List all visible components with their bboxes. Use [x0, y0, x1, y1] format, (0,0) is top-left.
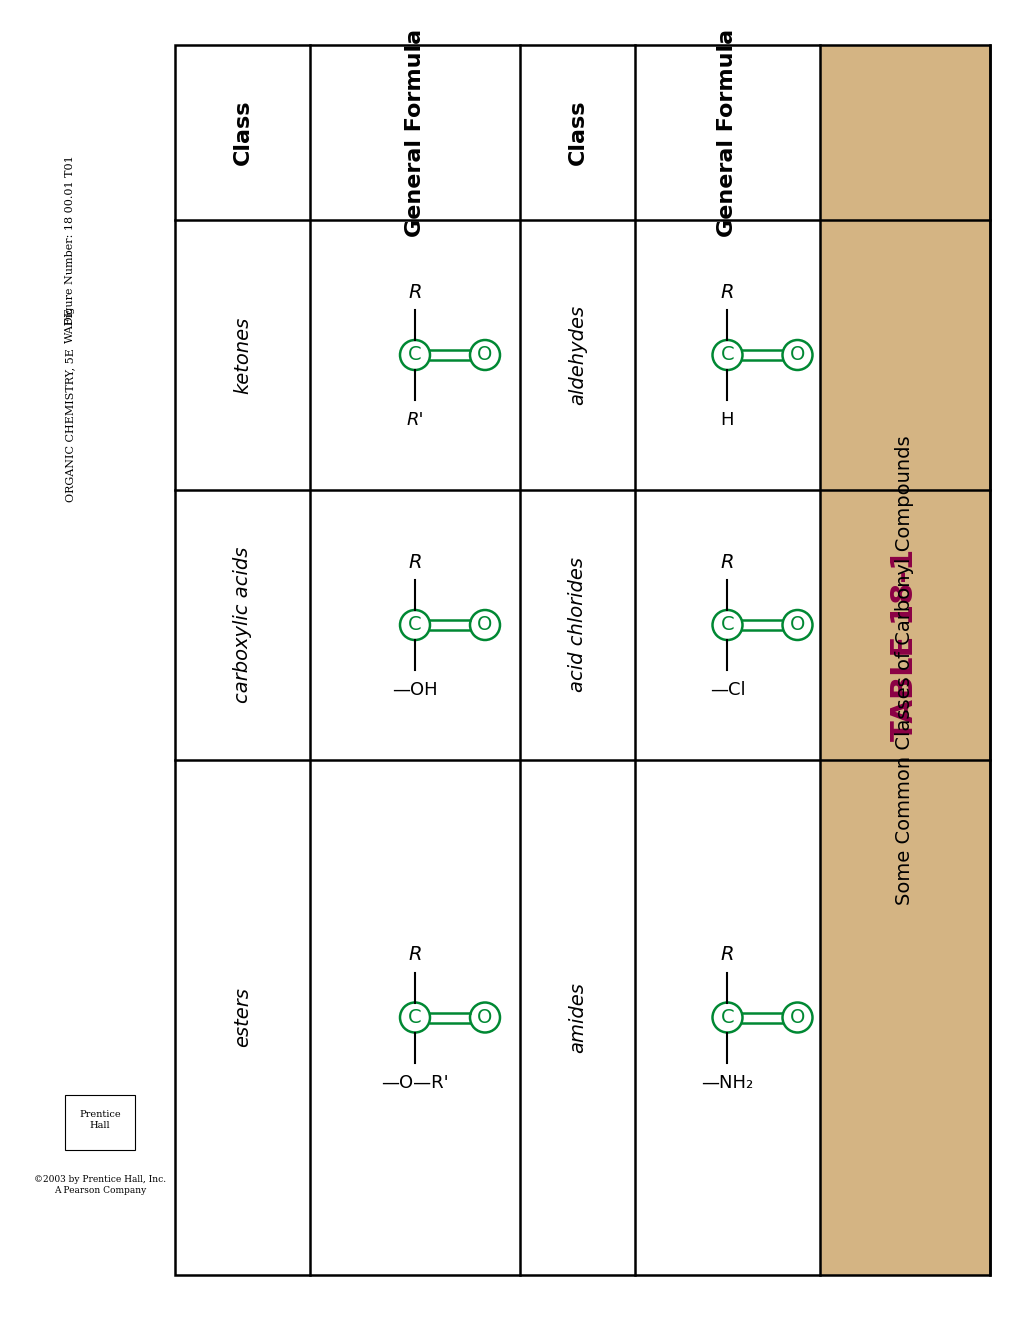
- Text: C: C: [408, 346, 422, 364]
- Text: C: C: [720, 615, 734, 635]
- Text: O: O: [789, 346, 804, 364]
- Text: ©2003 by Prentice Hall, Inc.
A Pearson Company: ©2003 by Prentice Hall, Inc. A Pearson C…: [34, 1175, 166, 1195]
- Text: General Formula: General Formula: [716, 29, 737, 236]
- Bar: [175, 45, 989, 1275]
- Text: WADE: WADE: [65, 308, 75, 343]
- Text: ORGANIC CHEMISTRY, 5E: ORGANIC CHEMISTRY, 5E: [65, 348, 75, 502]
- Text: R': R': [406, 411, 423, 429]
- Text: Prentice
Hall: Prentice Hall: [79, 1110, 120, 1130]
- Text: O: O: [477, 346, 492, 364]
- Text: —NH₂: —NH₂: [701, 1073, 753, 1092]
- Text: —O—R': —O—R': [381, 1073, 448, 1092]
- Text: O: O: [477, 615, 492, 635]
- Text: O: O: [789, 615, 804, 635]
- Text: TABLE 18-1: TABLE 18-1: [890, 549, 918, 741]
- Text: H: H: [720, 411, 734, 429]
- Text: R: R: [408, 282, 421, 301]
- Text: C: C: [720, 1008, 734, 1027]
- Text: Figure Number: 18 00.01 T01: Figure Number: 18 00.01 T01: [65, 156, 75, 325]
- Text: O: O: [789, 1008, 804, 1027]
- Text: R: R: [720, 553, 734, 572]
- Text: R: R: [720, 945, 734, 964]
- Text: amides: amides: [568, 982, 586, 1053]
- Text: aldehydes: aldehydes: [568, 305, 586, 405]
- Text: —OH: —OH: [391, 681, 437, 700]
- Text: Class: Class: [567, 100, 587, 165]
- Text: C: C: [720, 346, 734, 364]
- Text: R: R: [720, 282, 734, 301]
- Text: ketones: ketones: [232, 317, 252, 393]
- Text: O: O: [477, 1008, 492, 1027]
- Text: —Cl: —Cl: [709, 681, 745, 700]
- Text: General Formula: General Formula: [405, 29, 425, 236]
- Text: R: R: [408, 945, 421, 964]
- Text: esters: esters: [232, 987, 252, 1048]
- Bar: [819, 45, 989, 1275]
- Text: R: R: [408, 553, 421, 572]
- Text: Class: Class: [232, 100, 253, 165]
- Text: C: C: [408, 615, 422, 635]
- Text: Some Common Classes of Carbonyl Compounds: Some Common Classes of Carbonyl Compound…: [895, 436, 914, 904]
- Text: carboxylic acids: carboxylic acids: [232, 546, 252, 704]
- Text: acid chlorides: acid chlorides: [568, 557, 586, 693]
- Bar: [65, 1096, 135, 1150]
- Text: C: C: [408, 1008, 422, 1027]
